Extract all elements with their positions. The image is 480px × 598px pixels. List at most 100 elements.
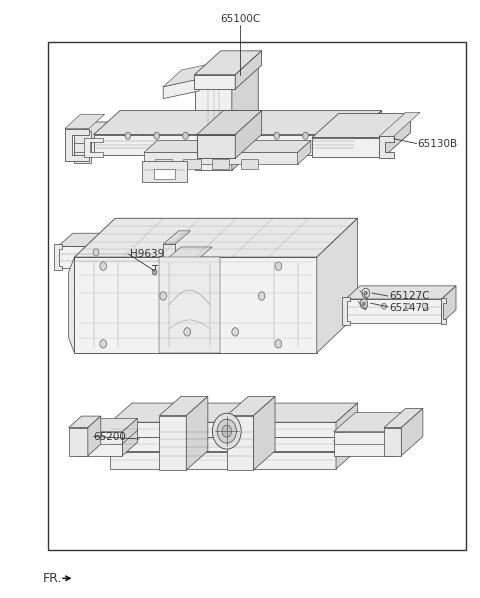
Polygon shape bbox=[77, 432, 122, 444]
Polygon shape bbox=[166, 233, 181, 268]
Polygon shape bbox=[346, 286, 456, 299]
Circle shape bbox=[184, 328, 191, 336]
Polygon shape bbox=[336, 417, 358, 451]
Text: FR.: FR. bbox=[43, 572, 62, 585]
Polygon shape bbox=[379, 136, 394, 158]
Circle shape bbox=[382, 303, 386, 309]
Polygon shape bbox=[69, 257, 74, 353]
Polygon shape bbox=[88, 416, 101, 456]
Polygon shape bbox=[163, 79, 199, 99]
Circle shape bbox=[302, 132, 308, 139]
Circle shape bbox=[362, 303, 367, 309]
Polygon shape bbox=[166, 260, 206, 275]
Circle shape bbox=[362, 302, 365, 306]
Polygon shape bbox=[384, 114, 410, 157]
Circle shape bbox=[258, 292, 265, 300]
Polygon shape bbox=[77, 419, 137, 432]
Circle shape bbox=[274, 132, 279, 139]
Polygon shape bbox=[442, 286, 456, 323]
Polygon shape bbox=[74, 141, 91, 152]
Circle shape bbox=[152, 269, 157, 275]
Circle shape bbox=[125, 132, 131, 139]
Polygon shape bbox=[54, 244, 62, 270]
Polygon shape bbox=[441, 298, 446, 324]
Polygon shape bbox=[58, 246, 166, 268]
Polygon shape bbox=[253, 396, 275, 470]
Polygon shape bbox=[110, 403, 358, 422]
Polygon shape bbox=[197, 111, 262, 135]
Polygon shape bbox=[110, 437, 336, 451]
Polygon shape bbox=[77, 441, 122, 456]
Polygon shape bbox=[122, 428, 137, 456]
Polygon shape bbox=[163, 62, 217, 87]
Circle shape bbox=[406, 303, 410, 309]
Polygon shape bbox=[166, 247, 212, 260]
Polygon shape bbox=[163, 231, 191, 244]
Polygon shape bbox=[312, 114, 410, 138]
Polygon shape bbox=[334, 422, 415, 441]
Text: H96390: H96390 bbox=[130, 249, 170, 259]
Polygon shape bbox=[401, 408, 423, 456]
Polygon shape bbox=[74, 122, 143, 139]
Circle shape bbox=[275, 340, 282, 348]
Polygon shape bbox=[65, 114, 105, 129]
Polygon shape bbox=[336, 433, 358, 469]
Polygon shape bbox=[163, 244, 175, 270]
Bar bbox=[154, 169, 175, 179]
Text: 65130B: 65130B bbox=[418, 139, 458, 148]
Polygon shape bbox=[77, 428, 137, 441]
Polygon shape bbox=[394, 413, 415, 444]
Polygon shape bbox=[186, 396, 208, 470]
Circle shape bbox=[93, 249, 99, 256]
Polygon shape bbox=[94, 111, 382, 135]
Text: 65100C: 65100C bbox=[220, 14, 260, 24]
Polygon shape bbox=[384, 408, 423, 428]
Circle shape bbox=[154, 132, 159, 139]
Circle shape bbox=[100, 340, 107, 348]
Polygon shape bbox=[110, 452, 336, 469]
Circle shape bbox=[360, 299, 368, 309]
Polygon shape bbox=[65, 129, 89, 161]
Circle shape bbox=[160, 292, 167, 300]
Polygon shape bbox=[384, 428, 401, 456]
Polygon shape bbox=[212, 159, 229, 169]
Circle shape bbox=[100, 262, 107, 270]
Polygon shape bbox=[74, 218, 358, 257]
Polygon shape bbox=[155, 159, 172, 169]
Circle shape bbox=[182, 132, 188, 139]
Polygon shape bbox=[84, 138, 103, 157]
Bar bbox=[48, 42, 466, 550]
Text: 65247B: 65247B bbox=[389, 303, 429, 313]
Polygon shape bbox=[74, 139, 125, 154]
Polygon shape bbox=[58, 233, 181, 246]
Polygon shape bbox=[183, 159, 201, 169]
Polygon shape bbox=[159, 416, 186, 470]
Polygon shape bbox=[227, 416, 253, 470]
Circle shape bbox=[212, 413, 241, 449]
Polygon shape bbox=[195, 78, 232, 170]
Polygon shape bbox=[194, 51, 262, 75]
Polygon shape bbox=[197, 135, 235, 158]
Polygon shape bbox=[144, 152, 298, 164]
Polygon shape bbox=[312, 138, 384, 157]
Polygon shape bbox=[241, 159, 258, 169]
Polygon shape bbox=[336, 403, 358, 437]
Polygon shape bbox=[394, 422, 415, 456]
Polygon shape bbox=[69, 416, 101, 428]
Polygon shape bbox=[194, 75, 235, 89]
Polygon shape bbox=[355, 111, 382, 155]
Polygon shape bbox=[334, 432, 394, 444]
Polygon shape bbox=[235, 51, 262, 89]
Circle shape bbox=[422, 303, 427, 309]
Circle shape bbox=[217, 419, 236, 443]
Polygon shape bbox=[122, 419, 137, 444]
Polygon shape bbox=[235, 111, 262, 158]
Circle shape bbox=[275, 262, 282, 270]
Polygon shape bbox=[334, 441, 394, 456]
Polygon shape bbox=[144, 141, 311, 152]
Polygon shape bbox=[379, 112, 420, 136]
Circle shape bbox=[232, 328, 239, 336]
Polygon shape bbox=[346, 299, 442, 323]
Polygon shape bbox=[110, 433, 358, 452]
Polygon shape bbox=[74, 151, 91, 163]
